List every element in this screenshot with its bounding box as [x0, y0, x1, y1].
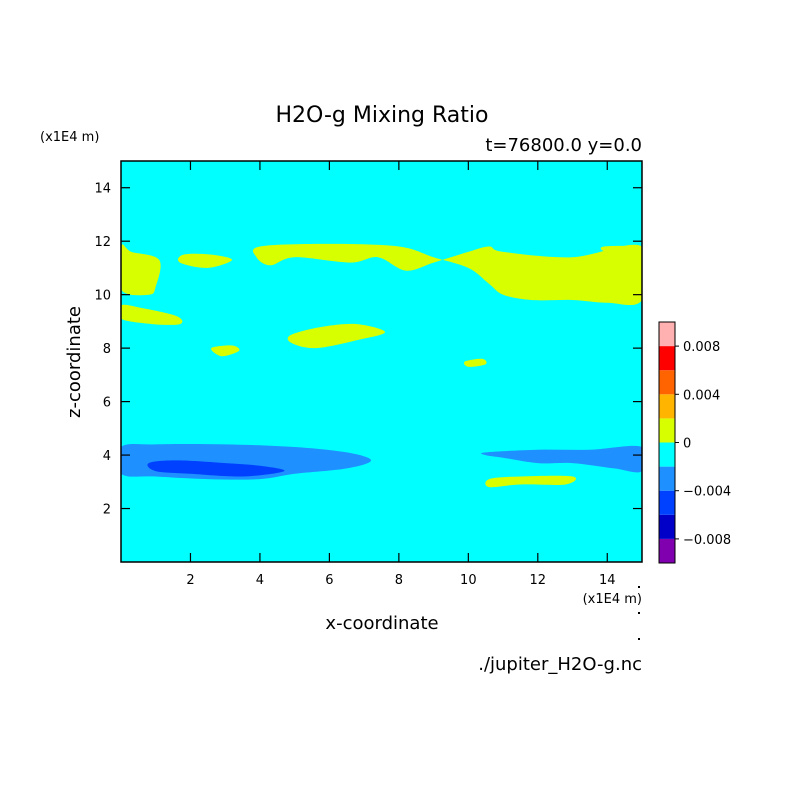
plot-frame — [120, 160, 643, 563]
x-axis-unit: (x1E4 m) — [583, 592, 642, 607]
x-axis-ticks: 2 4 6 8 10 12 14 — [186, 161, 616, 588]
colorbar-tick-label: −0.004 — [683, 485, 731, 500]
contour-region-moist-band-upper-left-strip — [121, 304, 183, 325]
x-tick-label: 8 — [395, 573, 403, 588]
y-axis-ticks: 2 4 6 8 10 12 14 — [94, 182, 642, 518]
x-tick-label: 2 — [186, 573, 194, 588]
y-tick-label: 4 — [103, 449, 111, 464]
y-axis-label: z-coordinate — [64, 306, 85, 418]
x-tick-label: 4 — [256, 573, 264, 588]
colorbar-swatch — [659, 370, 675, 395]
colorbar-tick-label: 0.004 — [683, 388, 720, 403]
colorbar-swatch — [659, 514, 675, 539]
colorbar-labels: 0.008 0.004 0 −0.004 −0.008 — [675, 340, 731, 548]
colorbar-swatch — [659, 418, 675, 443]
colorbar-swatch — [659, 442, 675, 467]
colorbar-tick-label: 0.008 — [683, 340, 720, 355]
contour-region-moist-strip-lower-right — [485, 475, 577, 488]
y-tick-label: 14 — [94, 182, 111, 197]
background-contour-fill — [121, 161, 642, 562]
x-axis-label: x-coordinate — [325, 613, 438, 634]
contour-region-moist-band-upper-small — [177, 253, 233, 268]
chart-title: H2O-g Mixing Ratio — [276, 103, 489, 128]
colorbar-swatch — [659, 322, 675, 347]
colorbar-tick-label: −0.008 — [683, 533, 731, 548]
contour-region-dry-band-lower-right — [481, 445, 642, 473]
y-tick-label: 6 — [103, 396, 111, 411]
x-tick-label: 12 — [530, 573, 547, 588]
decor-dot — [638, 612, 640, 614]
contour-region-moist-blob-small-right — [463, 358, 487, 367]
source-file-label: ./jupiter_H2O-g.nc — [478, 654, 642, 675]
colorbar-swatch — [659, 394, 675, 419]
y-tick-label: 8 — [103, 342, 111, 357]
contour-regions — [121, 243, 642, 488]
y-tick-label: 10 — [94, 289, 111, 304]
colorbar-swatches — [659, 322, 675, 563]
chart-subtitle: t=76800.0 y=0.0 — [485, 135, 642, 156]
plot-area: 2 4 6 8 10 12 14 2 4 6 8 10 12 14 — [94, 160, 643, 588]
y-axis-unit: (x1E4 m) — [40, 130, 99, 145]
contour-region-moist-band-upper — [121, 244, 161, 296]
contour-region-moist-blob-middle — [287, 323, 385, 349]
contour-region-moist-blob-small-left — [211, 345, 240, 357]
colorbar-swatch — [659, 466, 675, 491]
x-tick-label: 14 — [599, 573, 616, 588]
x-tick-label: 10 — [460, 573, 477, 588]
y-tick-label: 2 — [103, 503, 111, 518]
colorbar-swatch — [659, 538, 675, 563]
decor-dot — [638, 586, 640, 588]
decor-dot — [638, 638, 640, 640]
contour-region-moist-band-right-strip — [600, 245, 642, 253]
colorbar-swatch — [659, 346, 675, 371]
contour-region-dry-core-lower-left — [147, 460, 285, 477]
y-tick-label: 12 — [94, 235, 111, 250]
x-tick-label: 6 — [325, 573, 333, 588]
colorbar-swatch — [659, 490, 675, 515]
colorbar: 0.008 0.004 0 −0.004 −0.008 — [658, 321, 731, 564]
colorbar-tick-label: 0 — [683, 437, 691, 452]
contour-region-moist-band-upper-center — [252, 243, 642, 305]
